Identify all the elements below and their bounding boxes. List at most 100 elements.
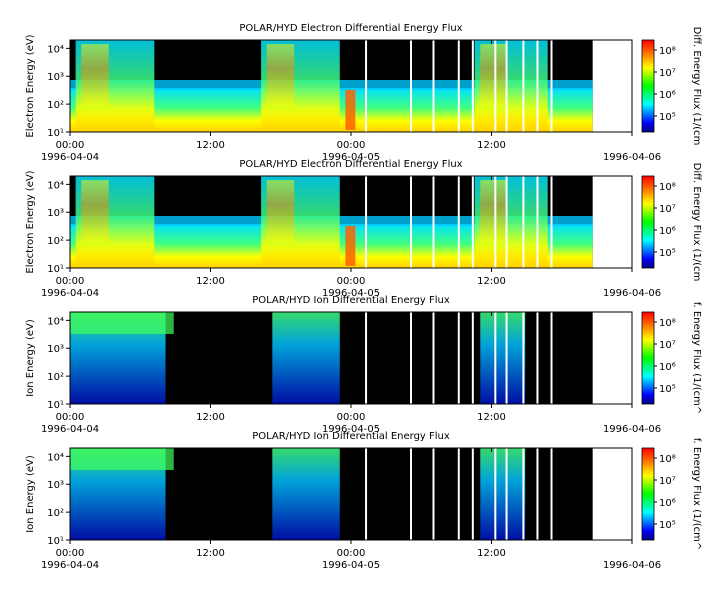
panel-3: POLAR/HYD Ion Differential Energy Flux 00… [25,295,702,435]
colorbar-tick-label: 10⁷ [659,68,676,79]
panel-1: POLAR/HYD Electron Differential Energy F… [25,23,702,163]
x-date-label: 1996-04-04 [41,152,99,163]
colorbar-tick-label: 10⁸ [659,182,676,193]
spectrogram-area [70,448,593,540]
data-gap [457,40,460,132]
y-tick-label: 10⁴ [47,44,64,55]
data-gap [432,40,435,132]
electron-burst [345,90,356,130]
data-gap [471,40,474,132]
panel-title: POLAR/HYD Ion Differential Energy Flux [252,431,450,442]
panel-4: POLAR/HYD Ion Differential Energy Flux 00… [25,431,702,571]
ion-plume [480,312,526,404]
data-gap [457,176,460,268]
electron-burst [345,226,356,266]
colorbar-tick-label: 10⁵ [659,520,676,531]
colorbar-label: Diff. Energy Flux (1/(cm [691,163,702,282]
data-gap [410,176,413,268]
y-tick-label: 10³ [47,344,64,355]
data-gap [550,40,553,132]
y-tick-label: 10² [47,100,64,111]
y-tick-label: 10⁴ [47,452,64,463]
colorbar-tick-label: 10⁵ [659,248,676,259]
data-gap [536,176,539,268]
x-tick-label: 12:00 [196,140,225,151]
ion-plume [272,312,340,404]
y-tick-label: 10³ [47,208,64,219]
colorbar-tick-label: 10⁵ [659,112,676,123]
colorbar [642,176,654,268]
data-gap [457,312,460,404]
data-gap [494,448,497,540]
y-tick-label: 10¹ [47,536,64,547]
electron-burst [81,180,109,242]
data-gap [505,176,508,268]
y-tick-label: 10¹ [47,400,64,411]
colorbar-tick-label: 10⁶ [659,498,676,509]
x-date-label: 1996-04-06 [603,560,661,571]
y-tick-label: 10¹ [47,128,64,139]
colorbar-label: Diff. Energy Flux (1/(cm [691,27,702,146]
colorbar-label: f. Energy Flux (1/(cm^ [691,438,702,550]
data-gap [457,448,460,540]
data-gap [522,40,525,132]
colorbar-tick-label: 10⁶ [659,362,676,373]
y-axis-label: Ion Energy (eV) [25,319,36,397]
x-date-label: 1996-04-05 [322,288,380,299]
colorbar-tick-label: 10⁸ [659,46,676,57]
colorbar-label: f. Energy Flux (1/(cm^ [691,302,702,414]
data-gap [494,176,497,268]
data-gap [471,176,474,268]
data-gap [505,40,508,132]
x-tick-label: 12:00 [196,548,225,559]
data-gap [365,40,368,132]
data-gap [550,312,553,404]
colorbar-tick-label: 10⁸ [659,318,676,329]
y-axis-label: Ion Energy (eV) [25,455,36,533]
colorbar-frame [641,39,655,133]
y-tick-label: 10² [47,372,64,383]
data-gap [365,312,368,404]
x-tick-label: 00:00 [337,140,366,151]
x-tick-label: 00:00 [56,412,85,423]
y-tick-label: 10³ [47,72,64,83]
ion-plume [272,448,340,540]
x-date-label: 1996-04-05 [322,560,380,571]
data-gap [536,448,539,540]
data-gap [522,176,525,268]
electron-burst [266,44,295,106]
y-tick-label: 10⁴ [47,316,64,327]
x-tick-label: 12:00 [196,412,225,423]
data-gap [550,448,553,540]
x-tick-label: 00:00 [56,548,85,559]
colorbar-tick-label: 10⁵ [659,384,676,395]
x-tick-label: 00:00 [337,548,366,559]
data-gap [432,312,435,404]
colorbar-tick-label: 10⁷ [659,476,676,487]
data-gap [494,312,497,404]
colorbar-frame [641,175,655,269]
y-tick-label: 10⁴ [47,180,64,191]
spectrogram-area [70,176,593,268]
x-tick-label: 00:00 [56,276,85,287]
electron-burst [81,44,109,106]
x-date-label: 1996-04-06 [603,424,661,435]
data-gap [432,448,435,540]
colorbar [642,40,654,132]
data-gap [522,312,525,404]
data-gap [471,448,474,540]
x-tick-label: 12:00 [477,276,506,287]
x-tick-label: 12:00 [196,276,225,287]
data-gap [505,312,508,404]
x-date-label: 1996-04-04 [41,288,99,299]
data-gap [410,40,413,132]
panel-2: POLAR/HYD Electron Differential Energy F… [25,159,702,299]
ion-plume-peak [70,312,174,334]
y-tick-label: 10² [47,508,64,519]
spectrogram-area [70,312,593,404]
data-gap [432,176,435,268]
colorbar-tick-label: 10⁸ [659,454,676,465]
x-tick-label: 00:00 [337,276,366,287]
panel-title: POLAR/HYD Ion Differential Energy Flux [252,295,450,306]
